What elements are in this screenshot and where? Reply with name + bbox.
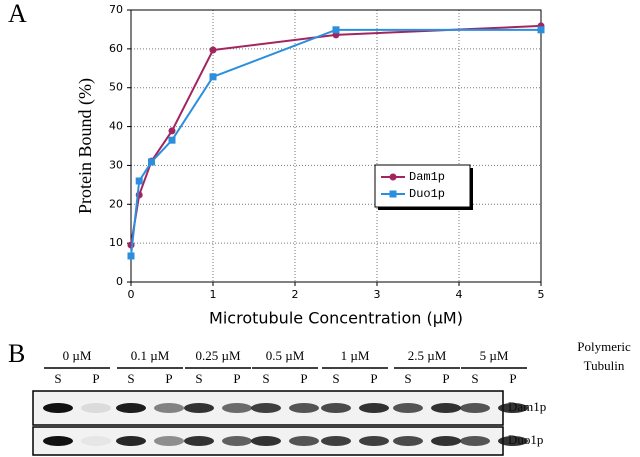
lane-label: S [54,371,61,386]
band [154,436,184,446]
concentration-label: 2.5 µM [408,348,447,363]
band [251,436,281,446]
marker [148,158,155,166]
x-tick-label: 4 [456,288,463,301]
lane-label: S [195,371,202,386]
concentration-label: 0.5 µM [266,348,305,363]
series-line [130,24,542,246]
lane-label: P [442,371,449,386]
band [222,403,252,413]
x-tick-label: 0 [128,288,135,301]
lane-label: P [233,371,240,386]
band [116,436,146,446]
marker [537,26,545,34]
concentration-label: 0 µM [63,348,92,363]
legend-label: Dam1p [409,170,445,184]
band [431,403,461,413]
marker [209,46,217,54]
marker [168,136,176,144]
legend-marker [389,190,397,198]
legend-label: Duo1p [409,187,445,201]
band [460,403,490,413]
legend-box [374,164,471,208]
y-tick-label: 20 [109,197,123,210]
concentration-label: 0.1 µM [131,348,170,363]
x-tick-label: 5 [538,288,545,301]
lane-label: P [509,371,516,386]
marker [209,73,217,81]
band [116,403,146,413]
y-tick-label: 60 [109,42,123,55]
band [222,436,252,446]
band [184,403,214,413]
y-tick-label: 70 [109,3,123,16]
band [359,403,389,413]
band [251,403,281,413]
legend: Dam1p Duo1p [374,164,473,210]
y-tick-label: 40 [109,120,123,133]
band [321,436,351,446]
x-axis-title: Microtubule Concentration (µM) [209,309,463,328]
concentration-label: 5 µM [480,348,509,363]
panel-label: B [8,339,25,368]
band [498,436,528,446]
lane-label: S [332,371,339,386]
marker [332,26,340,34]
band [393,436,423,446]
lane-label: P [370,371,377,386]
plot-frame [130,9,542,283]
band [81,436,111,446]
band [289,436,319,446]
lane-label: S [262,371,269,386]
lane-label: S [127,371,134,386]
band [393,403,423,413]
band [154,403,184,413]
band [431,436,461,446]
x-tick-label: 1 [210,288,217,301]
band [498,403,528,413]
blot-header: Tubulin [584,358,625,373]
band [184,436,214,446]
panel-label: A [8,0,27,28]
y-tick-label: 0 [116,275,123,288]
lane-label: S [404,371,411,386]
band [43,403,73,413]
blot-header: Polymeric [577,339,631,354]
y-tick-label: 50 [109,81,123,94]
y-tick-label: 10 [109,236,123,249]
concentration-label: 0.25 µM [195,348,240,363]
concentration-label: 1 µM [341,348,370,363]
band [289,403,319,413]
lane-label: P [300,371,307,386]
band [81,403,111,413]
series-line [130,28,541,257]
lane-label: P [165,371,172,386]
marker [127,252,135,260]
lane-label: S [471,371,478,386]
band [43,436,73,446]
x-tick-label: 3 [374,288,381,301]
band [359,436,389,446]
lane-label: P [92,371,99,386]
y-axis-title: Protein Bound (%) [75,78,96,214]
marker [168,127,176,135]
marker [135,177,143,185]
legend-marker [389,173,397,181]
band [321,403,351,413]
y-tick-label: 30 [109,158,123,171]
x-tick-label: 2 [292,288,299,301]
band [460,436,490,446]
